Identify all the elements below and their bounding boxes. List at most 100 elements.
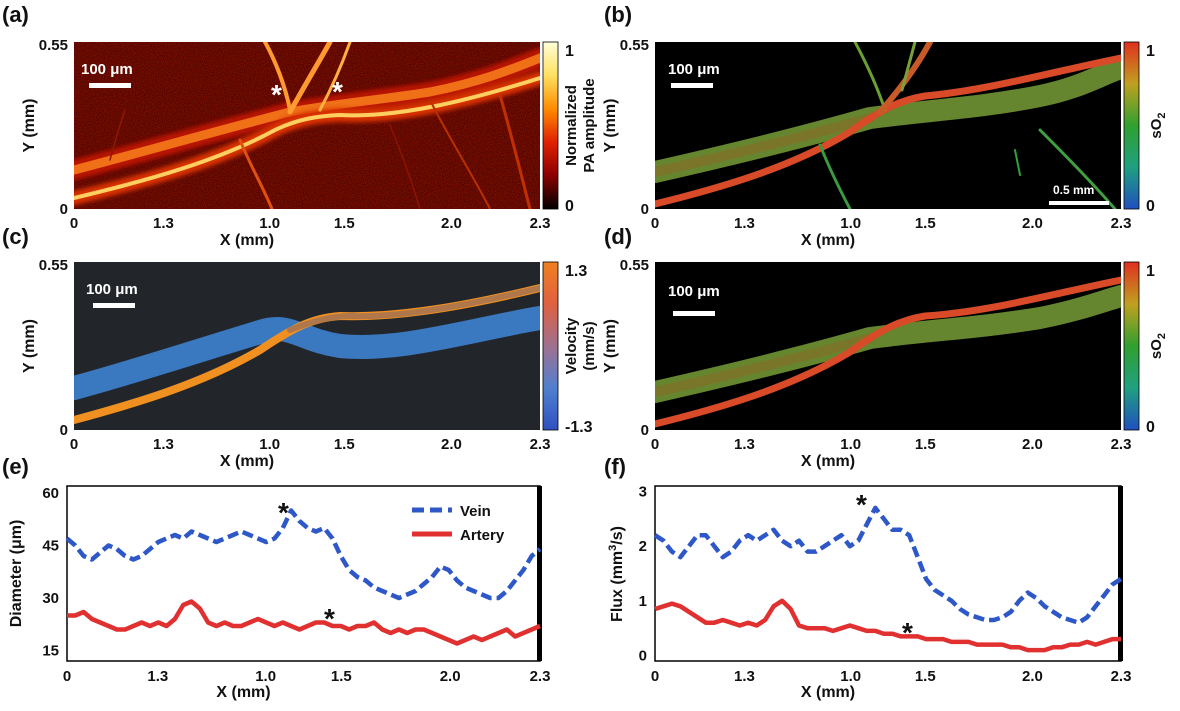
x-tick-label: 0 — [70, 436, 78, 453]
panel-c-scalebar-line — [93, 303, 135, 308]
panel-a-axes: 0 1.3 1.0 1.5 2.0 2.3 0 0.55 X (mm) Y (mm) — [21, 37, 550, 249]
colorbar-title-line-1: Velocity — [563, 317, 580, 374]
y-tick-label: 1 — [639, 593, 647, 610]
panel-e-right-edge — [537, 486, 542, 661]
y-tick-label: 3 — [639, 483, 647, 500]
x-tick-label: 1.0 — [840, 215, 861, 232]
panel-d-scalebar-line — [673, 311, 715, 316]
panel-b-label: (b) — [604, 2, 632, 27]
panel-b: (b) 100 μm 0.5 mm 0 1.3 1.0 1.5 2.0 2.3 0 0.55 X… — [602, 2, 1168, 249]
colorbar-title-sub: 2 — [1156, 112, 1168, 118]
colorbar-tick-high: 1 — [1146, 263, 1155, 280]
x-tick-label: 0 — [651, 436, 659, 453]
panel-f-star-2: * — [902, 617, 913, 648]
x-tick-label: 1.5 — [331, 668, 352, 685]
y-axis-label: Y (mm) — [21, 99, 38, 153]
panel-d-colorbar: 0 1 sO2 — [1123, 261, 1168, 436]
x-axis-label: X (mm) — [216, 684, 270, 701]
colorbar-title-main: sO — [1148, 339, 1165, 359]
panel-a-scalebar: 100 μm — [81, 61, 133, 88]
colorbar-tick-high: 1.3 — [565, 263, 587, 280]
x-tick-label: 0 — [651, 668, 659, 685]
colorbar-tick-low: 0 — [1146, 419, 1155, 436]
y-tick-label: 45 — [42, 538, 59, 555]
colorbar-title-main: sO — [1148, 118, 1165, 138]
panel-a-scalebar-line — [89, 83, 131, 88]
panel-a-star-1: * — [271, 79, 282, 110]
panel-c-scalebar-label: 100 μm — [86, 281, 138, 298]
x-tick-label: 1.3 — [153, 215, 174, 232]
y-tick-label: 60 — [42, 485, 59, 502]
x-axis-label: X (mm) — [801, 453, 855, 470]
panel-e-legend: Vein Artery — [412, 503, 505, 544]
panel-a-vessels — [74, 42, 540, 209]
y-axis-label: Diameter (μm) — [8, 520, 25, 628]
panel-c-axes: 0 1.3 1.0 1.5 2.0 2.3 0 0.55 X (mm) Y (mm) — [21, 257, 550, 470]
colorbar-tick-high: 1 — [1146, 43, 1155, 60]
y-tick-label: 30 — [42, 590, 59, 607]
x-axis-label: X (mm) — [801, 684, 855, 701]
x-tick-label: 1.5 — [334, 215, 355, 232]
panel-d-label: (d) — [604, 224, 632, 249]
y-axis-label: Y (mm) — [21, 319, 38, 373]
y-tick-label: 0 — [60, 201, 68, 218]
colorbar-gradient — [542, 261, 559, 431]
x-tick-label: 1.3 — [153, 436, 174, 453]
panel-f-star-1: * — [856, 489, 867, 520]
x-tick-label: 2.0 — [441, 436, 462, 453]
panel-c-scalebar: 100 μm — [86, 281, 138, 308]
colorbar-title-line-2: PA amplitude — [581, 78, 598, 172]
colorbar-title-line-2: (mm/s) — [581, 321, 598, 370]
panel-f-label: (f) — [604, 454, 626, 479]
panel-d-scalebar: 100 μm — [668, 283, 720, 316]
panel-f-ylabel-sup: 3 — [607, 545, 619, 551]
panel-f-ylabel-main: Flux (mm — [609, 551, 626, 622]
colorbar-gradient — [542, 41, 559, 210]
panel-e-label: (e) — [2, 454, 29, 479]
colorbar-tick-low: 0 — [1146, 198, 1155, 215]
panel-f-plot: 0 1.3 1.0 1.5 2.0 2.3 X (mm) 0 1 2 3 — [639, 483, 1132, 701]
y-tick-label: 2 — [639, 538, 647, 555]
panel-f: (f) 0 1.3 1.0 1.5 2.0 2.3 X (mm) 0 1 2 3 * * Flux … — [604, 454, 1131, 701]
series-artery-line — [654, 598, 1121, 653]
series-vein-line — [65, 508, 542, 601]
colorbar-title-sub: 2 — [1156, 333, 1168, 339]
panel-d-axes: 0 1.3 1.0 1.5 2.0 2.3 0 0.55 X (mm) Y (mm) — [602, 257, 1131, 470]
x-tick-label: 2.3 — [1111, 668, 1132, 685]
panel-c-vessels — [74, 284, 540, 424]
x-tick-label: 2.3 — [530, 215, 551, 232]
panel-e: (e) 0 1.3 1.0 1.5 2.0 2.3 X (mm) 15 30 45 60 Diamet… — [2, 454, 550, 701]
x-tick-label: 1.0 — [259, 215, 280, 232]
x-tick-label: 1.3 — [734, 215, 755, 232]
colorbar-tick-low: -1.3 — [565, 419, 593, 436]
x-tick-label: 2.3 — [530, 436, 551, 453]
x-tick-label: 2.3 — [1111, 215, 1132, 232]
x-tick-label: 0 — [70, 215, 78, 232]
y-tick-label: 0.55 — [39, 257, 68, 274]
panel-f-right-edge — [1118, 486, 1123, 661]
panel-a-star-2: * — [332, 76, 343, 107]
y-tick-label: 0 — [641, 422, 649, 439]
panel-b-axes: 0 1.3 1.0 1.5 2.0 2.3 0 0.55 X (mm) Y (mm) — [602, 37, 1131, 249]
y-tick-label: 0 — [641, 201, 649, 218]
x-tick-label: 1.0 — [840, 436, 861, 453]
panel-d-scalebar-label: 100 μm — [668, 283, 720, 300]
panel-f-ylabel: Flux (mm3/s) — [607, 526, 626, 622]
x-tick-label: 1.3 — [147, 668, 168, 685]
panel-a-scalebar-label: 100 μm — [81, 61, 133, 78]
x-tick-label: 1.0 — [255, 668, 276, 685]
colorbar-title: sO2 — [1148, 333, 1168, 359]
y-tick-label: 15 — [42, 643, 59, 660]
panel-c-label: (c) — [2, 224, 29, 249]
y-tick-label: 0.55 — [620, 257, 649, 274]
x-tick-label: 1.0 — [840, 668, 861, 685]
x-tick-label: 2.0 — [1022, 436, 1043, 453]
y-tick-label: 0.55 — [39, 37, 68, 54]
panel-b-vessels — [655, 42, 1121, 209]
legend-vein-label: Vein — [460, 503, 491, 520]
panel-d-vessels — [655, 276, 1121, 428]
series-vein-line — [653, 505, 1123, 625]
x-tick-label: 2.3 — [530, 668, 551, 685]
x-tick-label: 2.0 — [1022, 668, 1043, 685]
